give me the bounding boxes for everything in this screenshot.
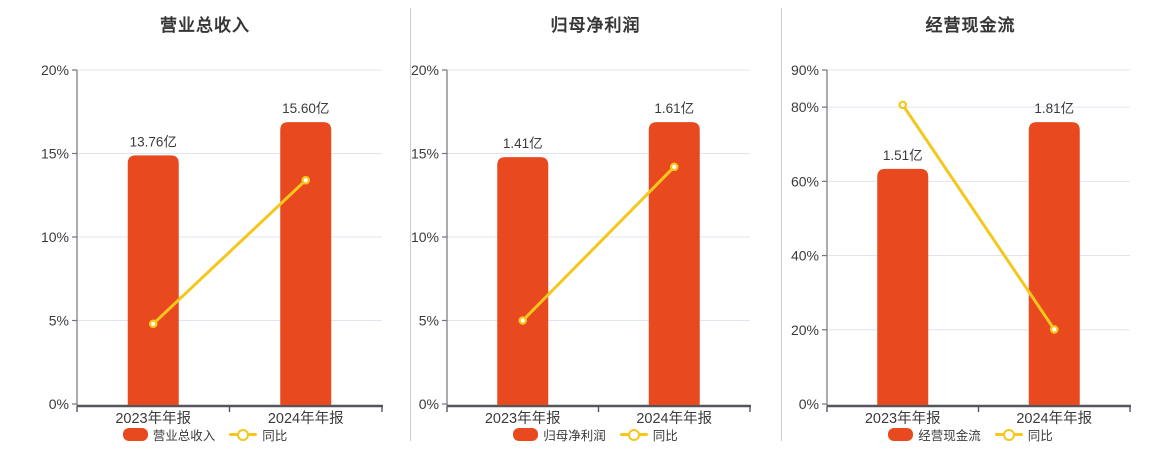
bar[interactable]	[648, 122, 700, 405]
chart-legend: 经营现金流 同比	[781, 425, 1160, 444]
x-axis-category-label: 2024年年报	[636, 410, 712, 427]
line-series-marker-icon	[994, 428, 1023, 441]
x-axis-category-label: 2023年年报	[865, 410, 941, 427]
x-axis-category-label: 2024年年报	[268, 410, 344, 427]
operating-cash-flow-chart: 0% 20% 40% 60% 80% 90% 1.51亿 1.81亿 2023年年报 2024年年…	[791, 62, 1131, 427]
bar-value-label: 1.81亿	[1034, 101, 1074, 116]
yoy-point-marker[interactable]	[148, 319, 158, 329]
bar[interactable]	[1028, 122, 1080, 405]
legend-line-ring	[1002, 428, 1015, 441]
y-axis-tick-label: 0%	[799, 396, 819, 412]
line-series-marker-icon	[619, 428, 648, 441]
legend-label: 同比	[262, 429, 288, 443]
y-axis-tick-label: 10%	[411, 229, 439, 245]
y-axis-tick-label: 10%	[41, 229, 69, 245]
legend-item-bar-series[interactable]: 营业总收入	[122, 425, 216, 444]
y-axis-tick-label: 20%	[411, 62, 439, 78]
legend-item-bar-series[interactable]: 归母净利润	[513, 425, 606, 444]
bar-value-label: 1.41亿	[503, 136, 543, 151]
yoy-line	[521, 165, 676, 322]
bar-value-label: 15.60亿	[282, 101, 329, 116]
legend-item-bar-series[interactable]: 经营现金流	[888, 425, 981, 444]
legend-item-line-series[interactable]: 同比	[994, 425, 1053, 444]
y-axis-tick-label: 15%	[411, 146, 439, 162]
y-axis-tick-label: 0%	[419, 396, 439, 412]
yoy-point-marker[interactable]	[301, 175, 311, 185]
x-axis-category-label: 2024年年报	[1016, 410, 1092, 427]
bar[interactable]	[127, 155, 179, 405]
legend-line-ring	[627, 428, 640, 441]
bar-series-swatch-icon	[888, 428, 914, 441]
yoy-line	[901, 104, 1056, 331]
bar[interactable]	[497, 157, 549, 405]
legend-label: 归母净利润	[543, 429, 606, 443]
chart-title: 经营现金流	[925, 16, 1016, 35]
line-series-marker-icon	[229, 428, 258, 441]
chart-panel-operating-revenue: 营业总收入 0% 5% 10% 15% 20% 13.76亿 15.60亿 2023年年报 20…	[0, 0, 410, 450]
y-axis-tick-label: 5%	[49, 313, 69, 329]
y-axis-tick-label: 15%	[41, 146, 69, 162]
chart-title: 营业总收入	[160, 16, 250, 35]
legend-item-line-series[interactable]: 同比	[229, 425, 287, 444]
bar-series-swatch-icon	[122, 428, 148, 441]
y-axis-tick-label: 5%	[419, 313, 439, 329]
bar[interactable]	[280, 122, 332, 405]
legend-label: 经营现金流	[918, 429, 981, 443]
net-profit-chart: 0% 5% 10% 15% 20% 1.41亿 1.61亿 2023年年报 2024年年报	[411, 62, 751, 427]
y-axis-tick-label: 60%	[791, 173, 819, 189]
operating-revenue-chart: 0% 5% 10% 15% 20% 13.76亿 15.60亿 2023年年报 2024年年报	[41, 62, 383, 427]
y-axis-tick-label: 20%	[41, 62, 69, 78]
legend-item-line-series[interactable]: 同比	[619, 425, 678, 444]
chart-panel-net-profit: 归母净利润 0% 5% 10% 15% 20% 1.41亿 1.61亿 2023年年报 2024…	[410, 0, 781, 450]
x-axis-category-label: 2023年年报	[485, 410, 561, 427]
y-axis-tick-label: 40%	[791, 248, 819, 264]
bar-value-label: 1.51亿	[883, 148, 923, 163]
y-axis-tick-label: 0%	[49, 396, 69, 412]
legend-label: 同比	[652, 429, 678, 443]
bar-series-swatch-icon	[513, 428, 539, 441]
chart-panel-operating-cash-flow: 经营现金流 0% 20% 40% 60% 80% 90% 1.51亿 1.81亿 2023年年报…	[781, 0, 1160, 450]
yoy-point-marker[interactable]	[1049, 325, 1059, 334]
panel-divider	[410, 8, 411, 441]
legend-label: 同比	[1027, 429, 1053, 443]
x-axis-category-label: 2023年年报	[115, 410, 191, 427]
y-axis-tick-label: 20%	[791, 322, 819, 338]
yoy-point-marker[interactable]	[898, 100, 908, 110]
y-axis-tick-label: 80%	[791, 99, 819, 115]
legend-line-ring	[237, 428, 250, 441]
chart-legend: 归母净利润 同比	[410, 425, 781, 444]
panel-divider	[781, 8, 782, 441]
bar-value-label: 13.76亿	[130, 134, 177, 149]
bar-value-label: 1.61亿	[654, 101, 694, 116]
chart-legend: 营业总收入 同比	[0, 425, 410, 444]
bar[interactable]	[877, 168, 929, 405]
yoy-point-marker[interactable]	[518, 316, 528, 325]
chart-title: 归母净利润	[550, 16, 641, 35]
yoy-point-marker[interactable]	[669, 162, 679, 172]
y-axis-tick-label: 90%	[791, 62, 819, 78]
legend-label: 营业总收入	[152, 429, 216, 443]
yoy-line	[152, 179, 307, 325]
